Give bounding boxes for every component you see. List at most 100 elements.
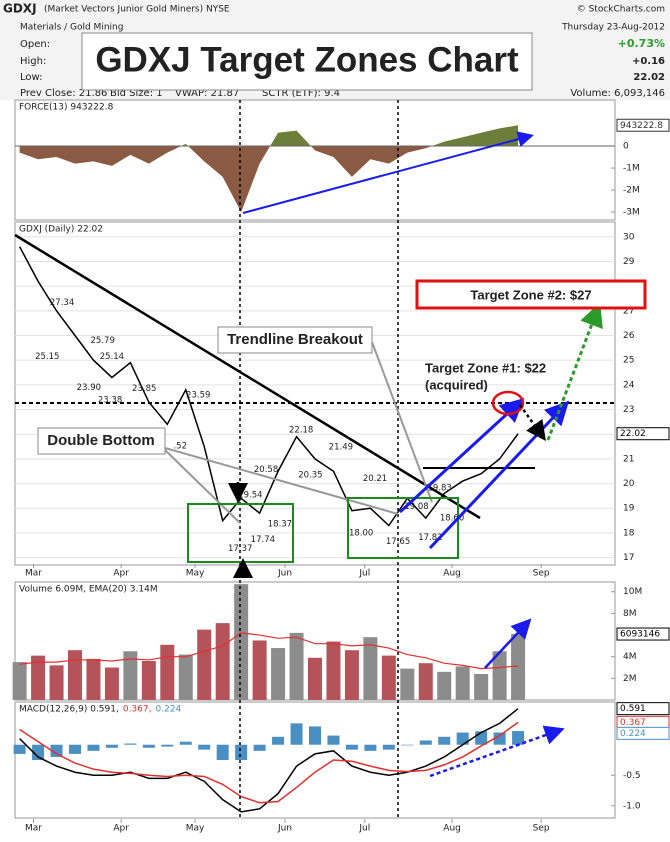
price-panel	[14, 221, 616, 566]
macd-line	[19, 708, 519, 813]
high-label: High:	[20, 56, 46, 67]
force-area	[19, 146, 519, 213]
y-tick-label: -2M	[623, 186, 640, 196]
sctr: SCTR (ETF): 9.4	[262, 88, 340, 99]
volume-arrow	[484, 618, 532, 669]
price-label: 17.37	[228, 544, 252, 554]
bid-size: Bid Size: 1	[110, 88, 163, 99]
pullback-arrow	[518, 404, 546, 442]
change: +0.16	[632, 56, 665, 67]
y-tick-label: -1.0	[623, 801, 641, 811]
histogram-bar	[364, 744, 377, 751]
source: © StockCharts.com	[577, 5, 665, 15]
histogram-bar	[253, 744, 266, 751]
x-tick-label: Sep	[533, 824, 550, 834]
trendline	[14, 233, 481, 520]
histogram-bar	[87, 744, 100, 751]
current-value-box	[616, 702, 670, 716]
y-tick-label: -0.5	[623, 771, 641, 781]
histogram-bar	[493, 732, 506, 745]
y-tick-label: 18	[623, 528, 635, 538]
volume-bar	[215, 623, 230, 700]
current-value: 0.591	[620, 704, 646, 714]
current-value: 22.02	[620, 429, 646, 439]
current-value-box	[616, 118, 670, 132]
security-name: (Market Vectors Junior Gold Miners) NYSE	[44, 5, 230, 15]
y-tick-label: 4M	[623, 652, 637, 662]
volume-bar	[86, 658, 101, 700]
volume-bar	[363, 637, 378, 700]
volume-bar	[455, 666, 470, 700]
histogram-bar	[124, 743, 137, 745]
y-tick-label: 2M	[623, 674, 637, 684]
x-tick-label: Jul	[358, 824, 370, 834]
y-tick-label: 23	[623, 405, 634, 415]
change-pct: +0.73%	[618, 37, 665, 50]
y-tick-label: -3M	[623, 208, 640, 218]
target-1: Target Zone #1: $22	[425, 360, 546, 375]
pointer	[371, 341, 433, 503]
x-tick-label: May	[186, 569, 205, 579]
panel-label: FORCE(13) 943222.8	[19, 103, 114, 113]
ema-line	[19, 632, 519, 670]
y-tick-label: 19	[623, 504, 635, 514]
callout: Double Bottom	[47, 432, 154, 449]
panel-label: MACD(12,26,9) 0.591,	[19, 705, 119, 715]
target-box	[415, 279, 647, 310]
price-label: 23.59	[186, 390, 210, 400]
price-label: 17.82	[418, 533, 442, 543]
volume-bar	[418, 663, 433, 700]
volume-bar	[474, 674, 489, 700]
y-tick-label: 30	[623, 232, 635, 242]
vwap: VWAP: 21.87	[175, 88, 239, 99]
y-tick-label: 17	[623, 553, 634, 563]
price-label: 20.21	[363, 474, 387, 484]
sector: Materials / Gold Mining	[20, 23, 123, 33]
price-label: 25.79	[91, 336, 115, 346]
volume-bar	[49, 665, 64, 700]
price-label: 20.35	[298, 470, 322, 480]
y-tick-label: 0	[623, 142, 629, 152]
y-tick-label: -1M	[623, 164, 640, 174]
force-area	[19, 125, 519, 147]
volume-header: Volume: 6,093,146	[570, 88, 665, 99]
volume-bar	[381, 655, 396, 700]
x-tick-label: Jun	[277, 824, 292, 834]
histogram-bar	[419, 740, 432, 745]
y-tick-label: 20	[623, 479, 635, 489]
histogram-bar	[161, 744, 174, 747]
price-label: 19.54	[238, 490, 262, 500]
price-label: 19.08	[404, 502, 428, 512]
histogram-bar	[290, 723, 303, 745]
target-2: Target Zone #2: $27	[470, 287, 591, 302]
current-value-box	[616, 726, 670, 740]
price-label: 17.74	[251, 535, 275, 545]
x-tick-label: Sep	[533, 569, 550, 579]
panel-label: 0.224	[155, 705, 181, 715]
volume-bar	[12, 662, 27, 700]
volume-bar	[511, 634, 526, 700]
last: 22.02	[633, 72, 665, 83]
macd-arrow	[429, 725, 565, 778]
histogram-bar	[272, 736, 285, 745]
price-label: 21.49	[329, 442, 353, 452]
price-label: 18.60	[440, 514, 464, 524]
current-value: 0.367	[620, 718, 646, 728]
prev-close: Prev Close: 21.86	[20, 88, 107, 99]
price-label: 23.85	[132, 384, 156, 394]
volume-bar	[31, 655, 46, 700]
histogram-bar	[512, 731, 525, 745]
pointer	[164, 449, 241, 524]
callout-box	[217, 326, 373, 354]
volume-bar	[123, 651, 138, 700]
y-tick-label: 29	[623, 257, 635, 267]
volume-bar	[437, 671, 452, 700]
low-label: Low:	[20, 72, 43, 83]
volume-bar	[252, 640, 267, 700]
histogram-bar	[105, 744, 118, 748]
current-value: 0.224	[620, 729, 646, 739]
force-arrow	[242, 131, 534, 214]
histogram-bar	[438, 736, 451, 745]
trend-arrow	[398, 397, 525, 514]
